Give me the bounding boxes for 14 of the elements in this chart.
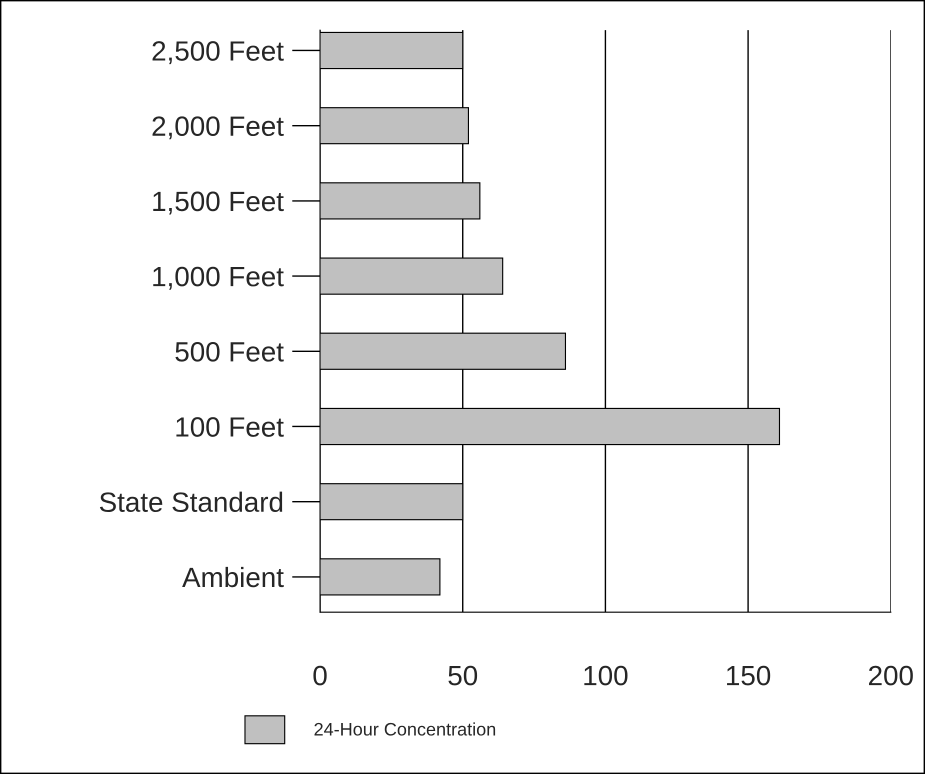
x-tick-label: 150 <box>727 666 770 686</box>
y-tick-label: 100 Feet <box>176 417 284 437</box>
x-tick-label: 0 <box>313 666 327 686</box>
y-tick-label: Ambient <box>182 566 284 588</box>
x-tick-label: 200 <box>869 666 913 686</box>
x-tick-label: 100 <box>584 666 628 686</box>
legend-label: 24-Hour Concentration <box>314 722 496 736</box>
y-tick-label: 2,500 Feet <box>152 41 284 64</box>
x-tick-label: 50 <box>448 666 478 686</box>
y-tick-label: 1,500 Feet <box>153 192 284 215</box>
y-tick-label: 2,000 Feet <box>152 116 284 140</box>
y-tick-label: 500 Feet <box>175 342 284 362</box>
y-tick-label: State Standard <box>100 492 282 512</box>
y-tick-label: 1,000 Feet <box>153 266 284 290</box>
